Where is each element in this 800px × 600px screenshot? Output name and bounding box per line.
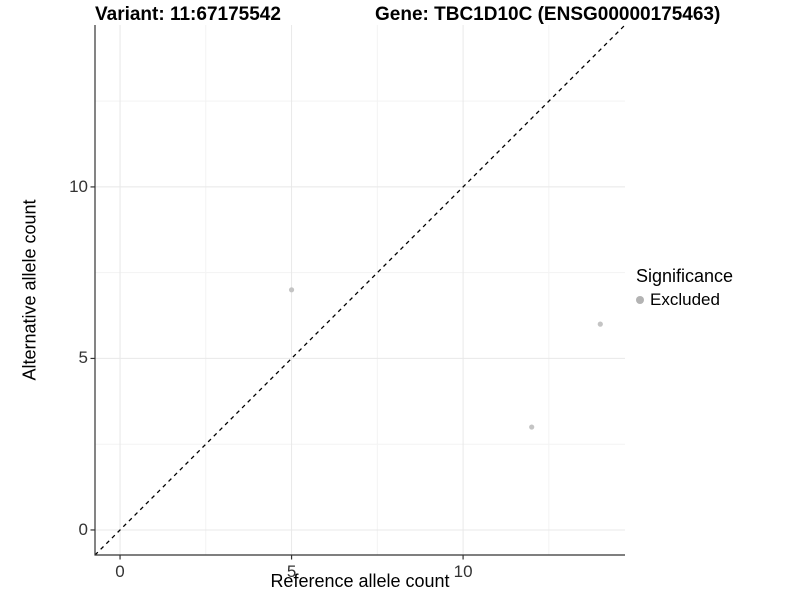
legend-point-icon xyxy=(636,296,644,304)
x-tick-label: 0 xyxy=(115,562,125,581)
legend-item-label: Excluded xyxy=(650,290,720,309)
legend: Significance Excluded xyxy=(636,266,733,310)
plot-title-variant: Variant: 11:67175542 xyxy=(95,4,281,25)
x-tick-label: 5 xyxy=(286,562,297,581)
data-point xyxy=(288,287,295,293)
x-axis-label: Reference allele count xyxy=(270,571,450,591)
data-point xyxy=(597,321,603,327)
y-tick-label: 0 xyxy=(78,519,88,539)
x-tick-label: 10 xyxy=(453,562,473,581)
plot-title-gene: Gene: TBC1D10C (ENSG00000175463) xyxy=(375,4,721,25)
identity-reference-line xyxy=(94,24,626,556)
y-tick-label: 10 xyxy=(69,176,88,196)
y-tick-label: 5 xyxy=(78,348,88,368)
legend-title: Significance xyxy=(636,266,734,286)
legend-item-excluded: Excluded xyxy=(636,290,733,310)
data-point xyxy=(529,424,535,430)
y-axis-label: Alternative allele count xyxy=(19,199,40,381)
